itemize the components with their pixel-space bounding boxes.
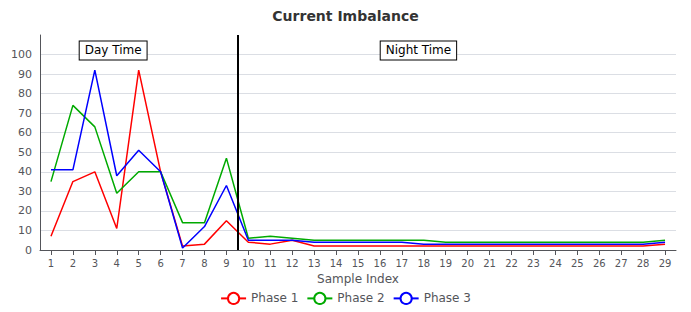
svg-text:13: 13 bbox=[308, 258, 321, 269]
svg-text:100: 100 bbox=[11, 48, 32, 61]
svg-text:70: 70 bbox=[18, 107, 32, 120]
svg-text:16: 16 bbox=[374, 258, 387, 269]
svg-text:6: 6 bbox=[157, 258, 163, 269]
svg-text:29: 29 bbox=[659, 258, 672, 269]
svg-text:12: 12 bbox=[286, 258, 299, 269]
svg-text:18: 18 bbox=[417, 258, 430, 269]
svg-text:60: 60 bbox=[18, 126, 32, 139]
svg-text:23: 23 bbox=[527, 258, 540, 269]
svg-text:20: 20 bbox=[18, 204, 32, 217]
svg-text:Night Time: Night Time bbox=[386, 43, 451, 57]
svg-text:Current Imbalance: Current Imbalance bbox=[272, 8, 418, 24]
svg-text:Sample Index: Sample Index bbox=[317, 272, 399, 286]
svg-text:20: 20 bbox=[461, 258, 474, 269]
svg-text:0: 0 bbox=[25, 244, 32, 257]
svg-text:17: 17 bbox=[395, 258, 408, 269]
svg-text:Phase 2: Phase 2 bbox=[337, 291, 384, 305]
svg-text:28: 28 bbox=[637, 258, 650, 269]
svg-text:90: 90 bbox=[18, 68, 32, 81]
svg-text:22: 22 bbox=[505, 258, 518, 269]
svg-text:10: 10 bbox=[242, 258, 255, 269]
svg-text:14: 14 bbox=[330, 258, 343, 269]
svg-text:9: 9 bbox=[223, 258, 229, 269]
svg-text:26: 26 bbox=[593, 258, 606, 269]
svg-text:Phase 1: Phase 1 bbox=[251, 291, 298, 305]
svg-text:Phase 3: Phase 3 bbox=[424, 291, 471, 305]
svg-text:7: 7 bbox=[179, 258, 185, 269]
svg-text:19: 19 bbox=[439, 258, 452, 269]
svg-text:50: 50 bbox=[18, 146, 32, 159]
svg-text:30: 30 bbox=[18, 185, 32, 198]
svg-text:25: 25 bbox=[571, 258, 584, 269]
svg-text:80: 80 bbox=[18, 87, 32, 100]
svg-text:10: 10 bbox=[18, 224, 32, 237]
svg-text:3: 3 bbox=[92, 258, 98, 269]
svg-text:4: 4 bbox=[114, 258, 120, 269]
svg-text:8: 8 bbox=[201, 258, 207, 269]
svg-text:2: 2 bbox=[70, 258, 76, 269]
svg-text:5: 5 bbox=[136, 258, 142, 269]
svg-text:1: 1 bbox=[48, 258, 54, 269]
svg-text:Day Time: Day Time bbox=[85, 43, 142, 57]
svg-text:15: 15 bbox=[352, 258, 365, 269]
svg-text:27: 27 bbox=[615, 258, 628, 269]
svg-text:21: 21 bbox=[483, 258, 496, 269]
svg-text:24: 24 bbox=[549, 258, 562, 269]
svg-text:40: 40 bbox=[18, 165, 32, 178]
svg-text:11: 11 bbox=[264, 258, 277, 269]
